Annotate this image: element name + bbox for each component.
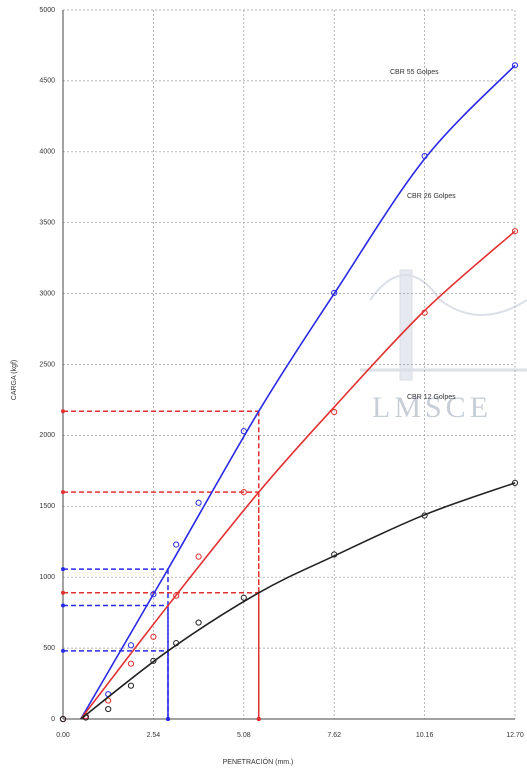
data-point xyxy=(421,309,428,316)
data-point xyxy=(240,489,247,496)
x-axis-label: PENETRACIÓN (mm.) xyxy=(223,757,294,766)
reference-marker xyxy=(61,567,65,572)
y-axis-label: CARGA (kgf) xyxy=(11,360,18,400)
data-point xyxy=(173,592,180,599)
y-tick-label: 1000 xyxy=(39,574,55,581)
y-tick-label: 5000 xyxy=(39,7,55,14)
y-tick-label: 500 xyxy=(43,645,55,652)
data-point xyxy=(421,152,428,160)
x-tick-label: 0.00 xyxy=(56,732,70,739)
reference-marker xyxy=(61,590,65,595)
data-point xyxy=(173,541,180,548)
data-point xyxy=(195,499,202,506)
series-label: CBR 12 Golpes xyxy=(407,394,456,401)
y-tick-label: 2500 xyxy=(39,361,55,368)
data-point xyxy=(511,228,519,235)
y-tick-label: 0 xyxy=(51,716,55,723)
data-point xyxy=(511,62,519,69)
y-tick-label: 3000 xyxy=(39,290,55,297)
y-tick-label: 4000 xyxy=(39,149,55,156)
data-point xyxy=(127,682,135,689)
fit-curve xyxy=(80,482,516,720)
reference-marker xyxy=(61,409,65,414)
reference-marker xyxy=(61,490,65,495)
x-tick-label: 5.08 xyxy=(237,732,251,739)
watermark-bridge xyxy=(360,269,527,381)
series-label: CBR 26 Golpes xyxy=(407,193,456,200)
data-point xyxy=(195,619,202,626)
data-point xyxy=(195,553,202,560)
data-point xyxy=(105,705,112,713)
y-tick-label: 3500 xyxy=(39,220,55,227)
data-point xyxy=(59,715,67,723)
data-point xyxy=(331,408,338,416)
data-point xyxy=(421,512,428,519)
data-point xyxy=(173,640,180,647)
data-point xyxy=(331,289,338,296)
watermark: LMSCE xyxy=(372,391,492,424)
y-tick-label: 4500 xyxy=(39,78,55,85)
reference-marker xyxy=(165,717,170,721)
data-point xyxy=(150,633,157,640)
reference-marker xyxy=(61,603,65,608)
fit-curve xyxy=(80,230,516,720)
y-tick-label: 1500 xyxy=(39,503,55,510)
data-point xyxy=(331,551,338,558)
data-point xyxy=(240,428,247,435)
reference-marker xyxy=(61,648,65,653)
data-point xyxy=(82,714,89,721)
series-label: CBR 55 Golpes xyxy=(390,69,439,76)
x-tick-label: 12.70 xyxy=(506,732,524,739)
x-tick-label: 7.62 xyxy=(327,732,341,739)
data-point xyxy=(240,594,247,601)
fit-curve xyxy=(80,64,516,720)
data-point xyxy=(150,591,157,598)
y-tick-label: 2000 xyxy=(39,432,55,439)
data-point xyxy=(150,657,157,664)
data-point xyxy=(127,642,135,649)
reference-marker xyxy=(256,717,261,721)
data-point xyxy=(511,479,519,487)
x-tick-label: 10.16 xyxy=(416,732,434,739)
x-tick-label: 2.54 xyxy=(147,732,161,739)
data-point xyxy=(127,660,135,667)
